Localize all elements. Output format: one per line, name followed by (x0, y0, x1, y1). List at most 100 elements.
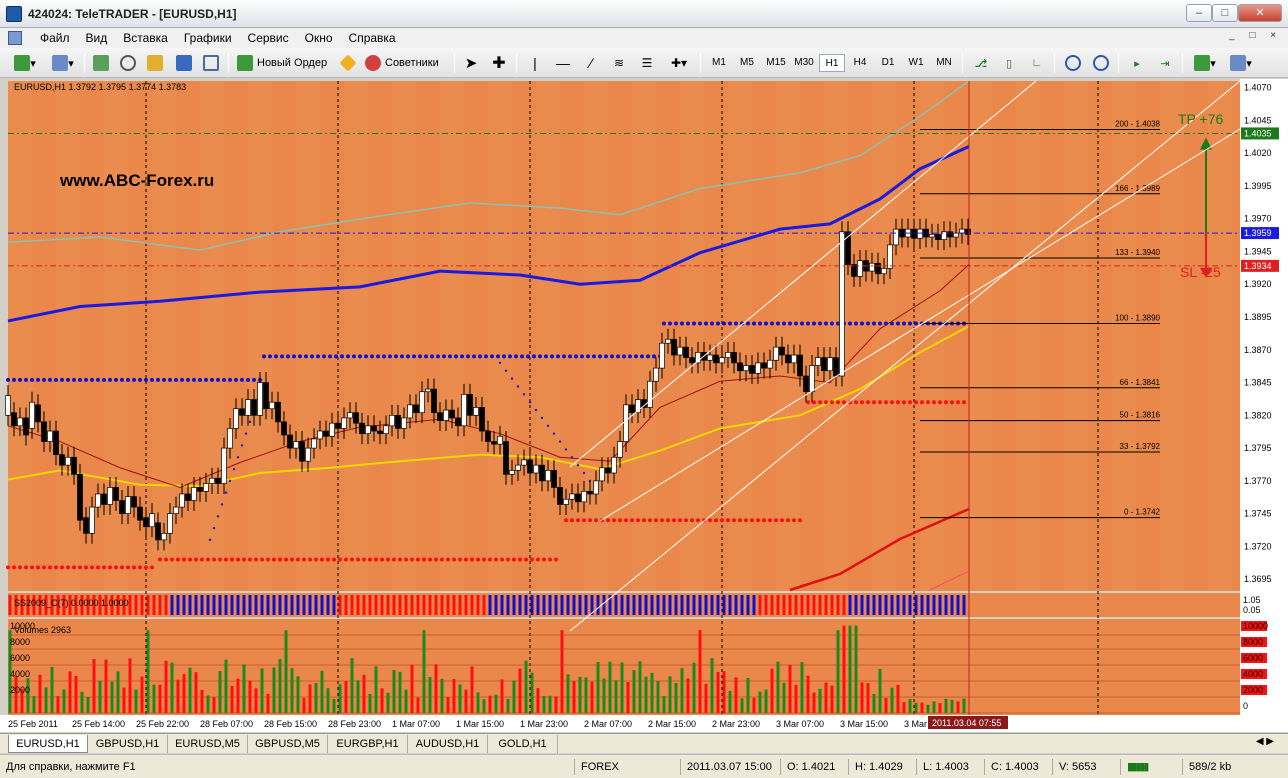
volume-bar (548, 695, 552, 713)
timeframe-h1[interactable]: H1 (819, 54, 845, 72)
arrow-cursor-icon: ➤ (464, 55, 478, 72)
favorites-button[interactable] (144, 52, 166, 74)
horizontal-line-tool[interactable]: — (552, 52, 574, 74)
signal-bar (170, 595, 174, 615)
minimize-button[interactable]: – (1186, 4, 1212, 22)
bg-band (632, 81, 656, 591)
tab-gbpusd-m5[interactable]: GBPUSD,M5 (248, 735, 328, 753)
tab-audusd-h1[interactable]: AUDUSD,H1 (408, 735, 488, 753)
timeframe-d1[interactable]: D1 (881, 57, 895, 68)
bar-chart-button[interactable]: ⎇ (970, 52, 992, 74)
bg-band (200, 81, 224, 591)
channel-tool[interactable]: ≋ (608, 52, 630, 74)
vertical-line-tool[interactable]: | (524, 52, 546, 74)
psar-dot (746, 321, 750, 326)
tester-button[interactable] (200, 52, 222, 74)
status-time: 2011.03.07 15:00 (680, 759, 780, 775)
signal-bar (386, 595, 390, 615)
close-button[interactable]: ✕ (1238, 4, 1282, 22)
status-help: Для справки, нажмите F1 (6, 761, 136, 773)
market-watch-button[interactable] (90, 52, 112, 74)
signal-bar (830, 595, 834, 615)
psar-dot (228, 377, 232, 382)
new-chart-button[interactable]: ▾ (10, 52, 40, 74)
psar-dot (24, 565, 28, 570)
bear-candle (965, 228, 971, 235)
psar-transition-dot (570, 456, 574, 459)
signal-bar (86, 595, 90, 615)
new-order-button[interactable]: Новый Ордер (236, 52, 332, 74)
psar-dot (150, 377, 154, 382)
volume-bar (134, 689, 138, 713)
psar-dot (126, 565, 130, 570)
volume-scale-left: 4000 (10, 669, 30, 679)
psar-dot (756, 518, 760, 523)
tab-eurusd-m5[interactable]: EURUSD,M5 (168, 735, 248, 753)
tab-gbpusd-h1[interactable]: GBPUSD,H1 (88, 735, 168, 753)
navigator-button[interactable] (117, 52, 139, 74)
bg-band (584, 81, 608, 591)
zoom-in-button[interactable] (1062, 52, 1084, 74)
psar-dot (920, 400, 924, 405)
advisors-button[interactable]: Советники (364, 52, 448, 74)
crosshair-tool[interactable]: ✚ (488, 52, 510, 74)
volume-bar (536, 688, 540, 713)
bull-candle (881, 268, 887, 275)
chart-canvas[interactable]: 200 - 1.4038 166 - 1.3989 133 - 1.3940 100 … (0, 79, 1288, 732)
menu-file[interactable]: Файл (40, 31, 70, 45)
cursor-tool[interactable]: ➤ (460, 52, 482, 74)
volume-bar (866, 683, 870, 713)
bull-candle (941, 231, 947, 240)
timeframe-h4[interactable]: H4 (853, 57, 867, 68)
timeframe-mn[interactable]: MN (936, 57, 952, 68)
indicators-button[interactable]: ▾ (1190, 52, 1220, 74)
autoscroll-button[interactable]: ▸ (1126, 52, 1148, 74)
timeframe-w1[interactable]: W1 (908, 57, 924, 68)
psar-dot (132, 565, 136, 570)
timeframe-m5[interactable]: M5 (740, 57, 754, 68)
profiles-button[interactable]: ▾ (48, 52, 78, 74)
psar-transition-dot (220, 503, 224, 506)
fibonacci-tool[interactable]: ☰ (636, 52, 658, 74)
psar-dot (286, 354, 290, 359)
maximize-button[interactable]: □ (1212, 4, 1238, 22)
tab-gold-h1[interactable]: GOLD,H1 (488, 735, 558, 753)
timeframe-m1[interactable]: M1 (712, 57, 726, 68)
psar-dot (364, 354, 368, 359)
child-window-controls[interactable]: _ □ × (1229, 30, 1282, 41)
alert-button[interactable] (338, 52, 358, 74)
candle-chart-button[interactable]: ▯ (998, 52, 1020, 74)
zoom-out-button[interactable] (1090, 52, 1112, 74)
signal-bar (110, 595, 114, 615)
psar-dot (230, 557, 234, 562)
psar-dot (18, 377, 22, 382)
bull-candle (929, 234, 935, 238)
menu-insert[interactable]: Вставка (123, 31, 168, 45)
chart-window[interactable]: 200 - 1.4038 166 - 1.3989 133 - 1.3940 100 … (0, 79, 1288, 732)
trendline-tool[interactable]: ∕ (580, 52, 602, 74)
psar-dot (476, 557, 480, 562)
chart-shift-button[interactable]: ⇥ (1154, 52, 1176, 74)
line-chart-button[interactable]: ∟ (1026, 52, 1048, 74)
timeframe-m15[interactable]: M15 (766, 57, 786, 68)
trendline-icon: ∕ (589, 55, 593, 71)
volume-bar (284, 630, 288, 713)
menu-tools[interactable]: Сервис (247, 31, 289, 45)
psar-dot (218, 557, 222, 562)
objects-dropdown[interactable]: ✚▾ (664, 52, 694, 74)
tab-scroll-arrows[interactable]: ◀ ▶ (1255, 736, 1274, 747)
signal-bar (842, 595, 846, 615)
menu-window[interactable]: Окно (304, 31, 333, 45)
tab-eurgbp-h1[interactable]: EURGBP,H1 (328, 735, 408, 753)
psar-dot (6, 565, 10, 570)
volume-bar (512, 680, 516, 713)
timeframe-m30[interactable]: M30 (794, 57, 814, 68)
bull-candle (743, 365, 749, 372)
menu-charts[interactable]: Графики (183, 31, 232, 45)
periods-button[interactable]: ▾ (1226, 52, 1256, 74)
menu-help[interactable]: Справка (348, 31, 396, 45)
terminal-button[interactable] (173, 52, 195, 74)
bear-candle (239, 408, 245, 416)
tab-eurusd-h1[interactable]: EURUSD,H1 (8, 735, 88, 753)
menu-view[interactable]: Вид (85, 31, 108, 45)
